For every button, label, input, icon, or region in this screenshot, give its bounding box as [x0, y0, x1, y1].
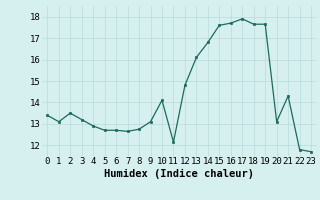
X-axis label: Humidex (Indice chaleur): Humidex (Indice chaleur): [104, 169, 254, 179]
